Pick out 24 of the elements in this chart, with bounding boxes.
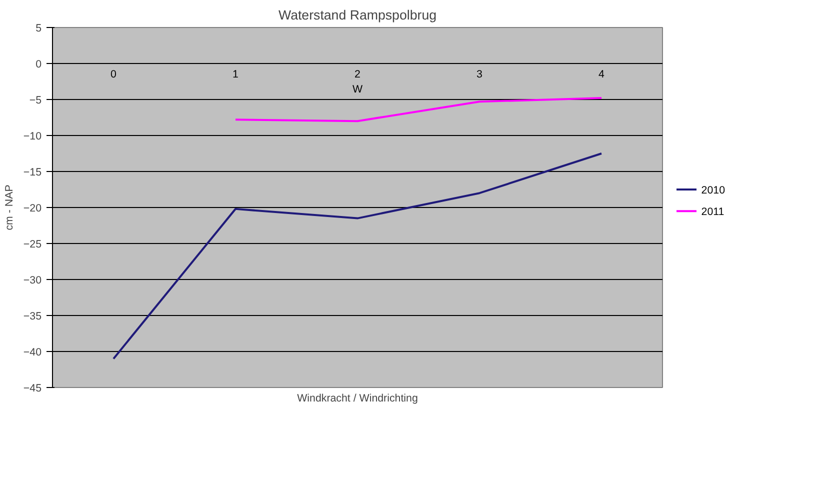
x-axis-title: Windkracht / Windrichting <box>297 392 418 404</box>
x-tick-label: 0 <box>110 68 117 80</box>
annotation: W <box>352 84 364 96</box>
chart-title: Waterstand Rampspolbrug <box>278 8 437 22</box>
y-tick-label: −35 <box>23 310 42 322</box>
y-tick-label: 0 <box>36 58 42 70</box>
x-tick-label: 2 <box>354 68 361 80</box>
legend-label: 2010 <box>701 184 726 196</box>
x-tick-label: 4 <box>598 68 605 80</box>
y-tick-label: −25 <box>23 238 42 250</box>
y-tick-label: −20 <box>23 202 42 214</box>
y-tick-label: −45 <box>23 382 42 394</box>
line-series <box>234 97 602 122</box>
y-tick-label: −15 <box>23 166 42 178</box>
x-tick-label: 1 <box>232 68 239 80</box>
y-tick-label: 5 <box>36 22 42 34</box>
legend-label: 2011 <box>701 206 724 218</box>
line-series <box>112 152 602 360</box>
x-tick-label: 3 <box>476 68 483 80</box>
y-tick-label: −5 <box>29 94 42 106</box>
y-tick-label: −10 <box>23 130 42 142</box>
y-tick-label: −40 <box>23 346 42 358</box>
y-tick-label: −30 <box>23 274 42 286</box>
y-axis-title: cm - NAP <box>3 184 16 230</box>
